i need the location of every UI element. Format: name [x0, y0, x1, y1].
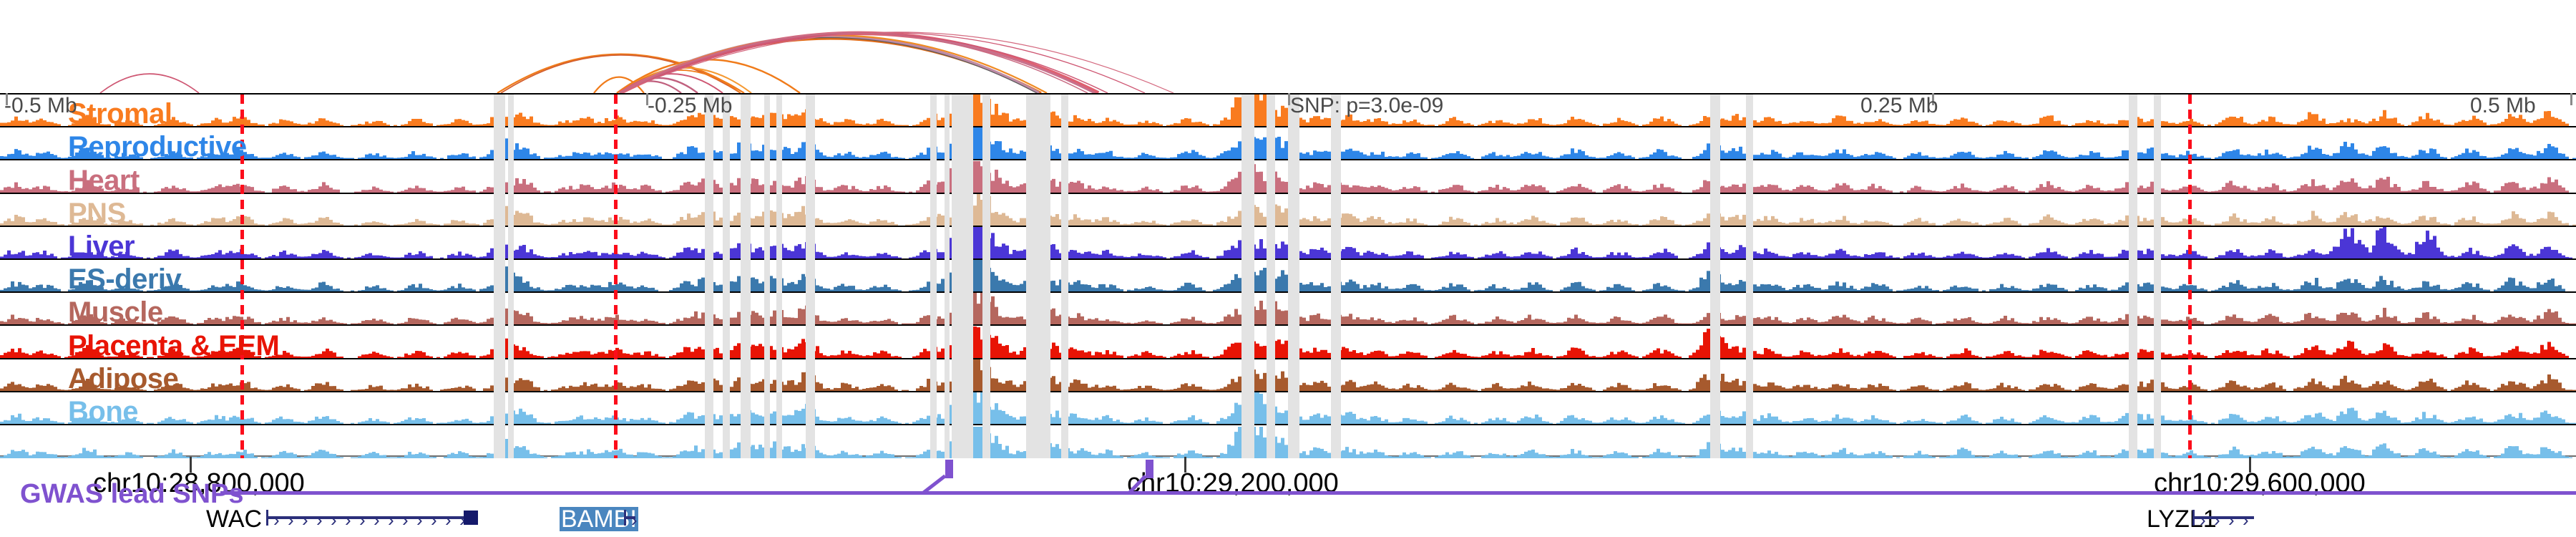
gene-strand-arrow-icon: › [431, 509, 437, 531]
signal-track[interactable]: PNS [0, 193, 2576, 227]
track-label-es-deriv: ES-deriv [68, 263, 182, 294]
signal-track[interactable]: Adipose [0, 359, 2576, 392]
gene-strand-arrow-icon: › [345, 509, 351, 531]
signal-histogram [0, 392, 2576, 424]
gene-name-label[interactable]: BAMBI [560, 505, 638, 533]
coordinate-tick [2249, 457, 2251, 473]
interaction-arc [616, 59, 801, 93]
coordinate-tick [190, 457, 192, 473]
track-label-heart: Heart [68, 164, 140, 194]
signal-track[interactable]: ES-deriv [0, 260, 2576, 294]
gene-strand-arrow-icon: › [416, 509, 423, 531]
signal-tracks-panel: Stromal Reproductive Heart PNS Liver ES-deriv… [0, 93, 2576, 459]
gene-name-label[interactable]: WAC [206, 505, 263, 533]
track-label-liver: Liver [68, 230, 135, 260]
ruler-tick [1932, 93, 1934, 105]
gene-strand-arrow-icon: › [2214, 509, 2220, 531]
interaction-arc [619, 32, 1088, 93]
arc-svg [99, 31, 1174, 93]
signal-histogram [0, 293, 2576, 325]
track-label-pns: PNS [68, 197, 126, 227]
gene-strand-arrow-icon: › [302, 509, 308, 531]
track-label-adipose: Adipose [68, 362, 179, 392]
interaction-arc [619, 32, 1174, 93]
gwas-track-label: GWAS lead SNPs [20, 479, 244, 509]
ruler-tick [6, 93, 8, 105]
signal-histogram [0, 427, 2576, 459]
signal-histogram [0, 95, 2569, 127]
coordinate-tick [1184, 457, 1186, 473]
signal-track[interactable] [0, 425, 2576, 459]
gene-strand-arrow-icon: › [288, 509, 294, 531]
signal-track[interactable]: Bone [0, 392, 2576, 425]
track-label-stromal: Stromal [68, 98, 172, 128]
interaction-arc [497, 53, 745, 93]
signal-histogram [0, 226, 2572, 258]
ruler-tick-label: 0.25 Mb [1860, 94, 1938, 117]
gene-name-label[interactable]: LYZL1 [2147, 505, 2217, 533]
gene-strand-arrow-icon: › [402, 509, 409, 531]
signal-histogram [0, 160, 2569, 193]
gene-strand-arrow-icon: › [331, 509, 337, 531]
ruler-tick-label: 0.5 Mb [2470, 94, 2536, 117]
relative-position-ruler: -0.5 Mb -0.25 Mb SNP: p=3.0e-09 0.25 Mb 0.5 … [0, 93, 2576, 119]
signal-histogram [0, 193, 2576, 226]
gene-strand-arrow-icon: › [316, 509, 323, 531]
gwas-lead-snps-track: GWAS lead SNPs [0, 460, 2576, 509]
gene-body-line [624, 516, 635, 519]
gwas-lead-snp-marker[interactable] [945, 460, 953, 478]
ruler-tick-label: -0.5 Mb [4, 94, 77, 117]
ruler-tick [2570, 93, 2572, 105]
gene-strand-arrow-icon: › [374, 509, 380, 531]
gene-strand-arrow-icon: › [631, 509, 638, 531]
track-label-muscle: Muscle [68, 296, 163, 326]
chromatin-interaction-arcs-panel [0, 0, 2576, 93]
signal-track[interactable]: Reproductive [0, 127, 2576, 161]
gene-strand-arrow-icon: › [388, 509, 394, 531]
signal-histogram [0, 127, 2576, 160]
gene-exon-block [464, 511, 478, 525]
signal-track[interactable]: Heart [0, 160, 2576, 194]
gene-body-line [2192, 516, 2254, 519]
gene-strand-arrow-icon: › [2228, 509, 2235, 531]
interaction-arc [593, 76, 645, 93]
gene-strand-arrow-icon: › [2200, 509, 2206, 531]
gene-strand-arrow-icon: › [459, 509, 466, 531]
ruler-tick-label: -0.25 Mb [648, 94, 733, 117]
gene-strand-arrow-icon: › [2243, 509, 2249, 531]
signal-histogram [0, 359, 2576, 391]
gene-body-line [266, 516, 474, 519]
track-label-placenta-eem: Placenta & EEM [68, 329, 280, 359]
interaction-arc [99, 73, 200, 93]
gene-strand-arrow-icon: › [273, 509, 280, 531]
signal-track[interactable]: Placenta & EEM [0, 326, 2576, 359]
gwas-baseline [220, 491, 2576, 495]
signal-histogram [0, 260, 2565, 292]
track-label-bone: Bone [68, 395, 139, 425]
gwas-lead-snp-marker[interactable] [1146, 460, 1153, 478]
track-label-reproductive: Reproductive [68, 131, 247, 161]
gene-strand-arrow-icon: › [445, 509, 452, 531]
gene-strand-arrow-icon: › [359, 509, 366, 531]
ruler-tick [646, 93, 648, 105]
signal-histogram [0, 326, 2569, 358]
signal-track[interactable]: Muscle [0, 293, 2576, 326]
ruler-tick-label: SNP: p=3.0e-09 [1290, 94, 1444, 117]
signal-track[interactable]: Liver [0, 226, 2576, 260]
gene-annotation-track: WAC › › › › › › › › › › › › › › BAMBI › LYZL1 › › › › [0, 505, 2576, 537]
